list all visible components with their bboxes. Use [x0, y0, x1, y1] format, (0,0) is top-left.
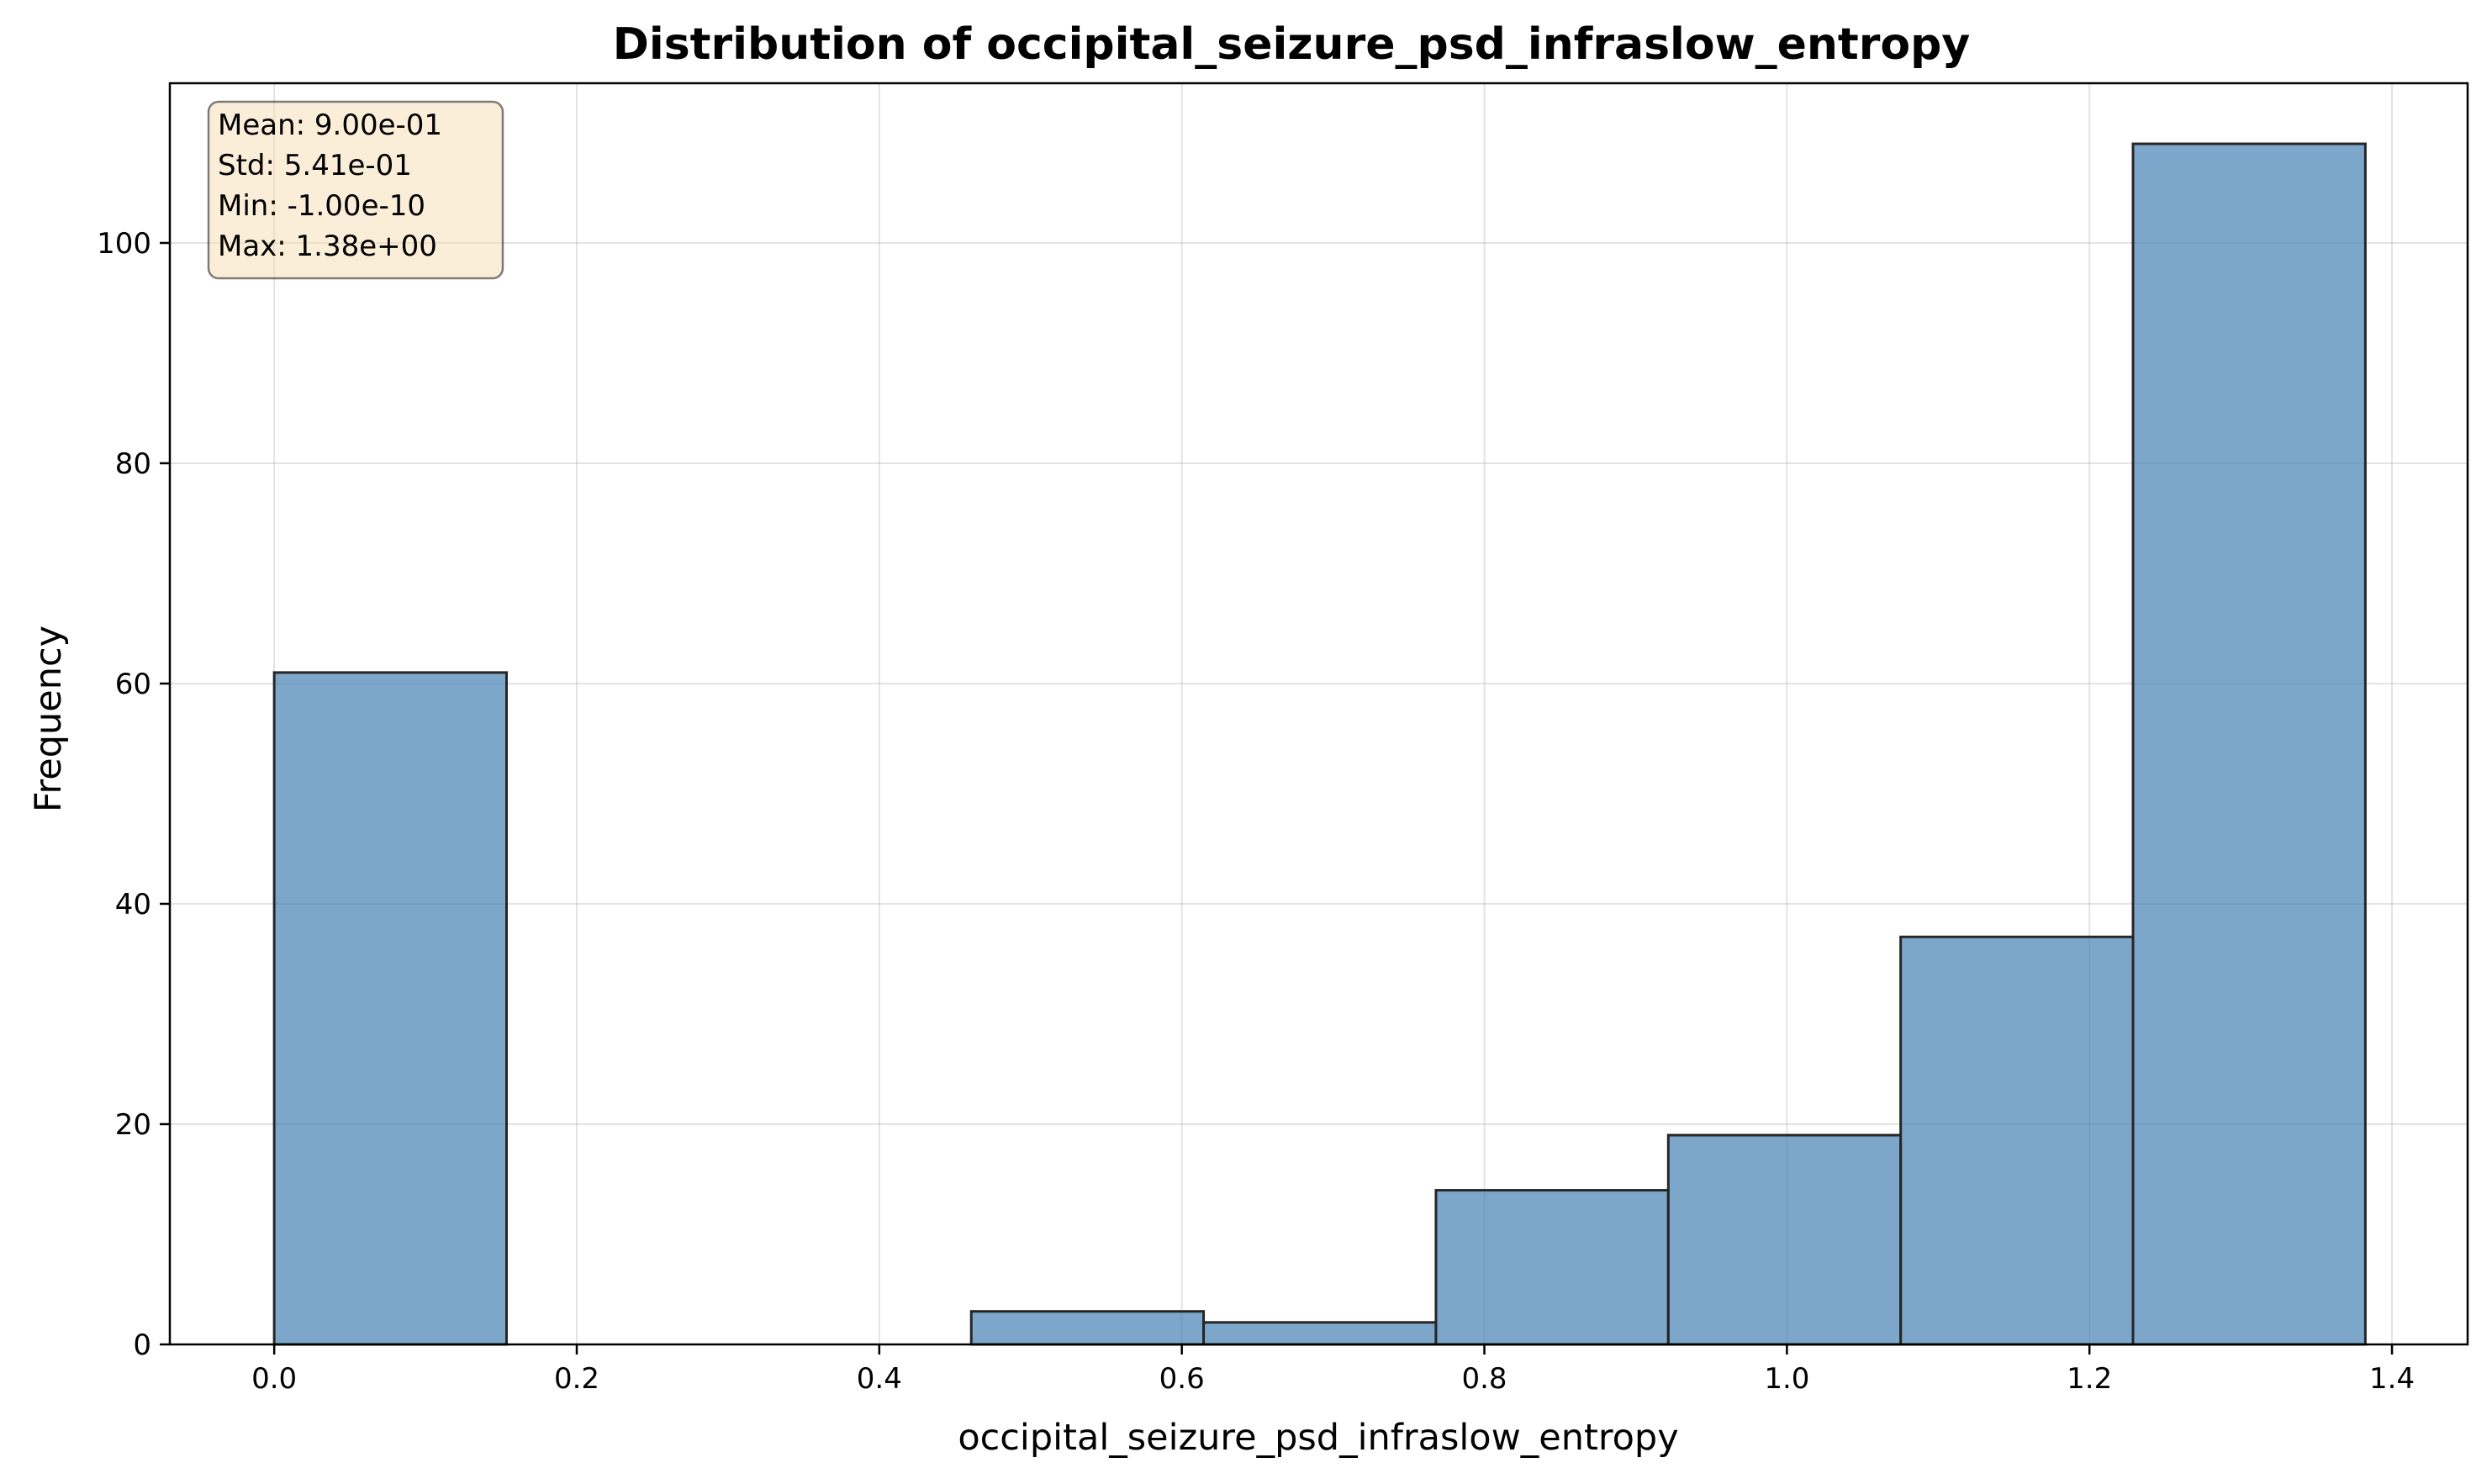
y-tick-label: 80 — [115, 447, 151, 481]
stats-max: Max: 1.38e+00 — [218, 230, 437, 263]
stats-min: Min: -1.00e-10 — [218, 189, 425, 223]
histogram-bar — [2131, 142, 2367, 1346]
histogram-bar — [272, 671, 509, 1346]
histogram-bar — [1899, 935, 2135, 1346]
y-tick-label: 0 — [133, 1328, 151, 1362]
x-tick-label: 1.0 — [1764, 1362, 1809, 1396]
stats-mean: Mean: 9.00e-01 — [218, 108, 442, 142]
y-tick-label: 100 — [97, 227, 151, 261]
histogram-bars — [272, 142, 2367, 1346]
y-tick-label: 60 — [115, 668, 151, 701]
y-axis-label: Frequency — [28, 626, 70, 812]
stats-box: Mean: 9.00e-01 Std: 5.41e-01 Min: -1.00e… — [207, 100, 504, 280]
x-tick-label: 1.2 — [2067, 1362, 2112, 1396]
y-axis-ticks: 0 20 40 60 80 100 — [97, 227, 170, 1362]
stats-std: Std: 5.41e-01 — [218, 149, 412, 182]
plot-frame — [168, 82, 2469, 1346]
histogram-bar — [1666, 1133, 1903, 1346]
y-tick-label: 40 — [115, 888, 151, 922]
stats-box-background — [207, 100, 504, 280]
x-axis-ticks: 0.0 0.2 0.4 0.6 0.8 1.0 1.2 1.4 — [251, 1344, 2415, 1396]
y-tick-label: 20 — [115, 1108, 151, 1142]
x-axis-label: occipital_seizure_psd_infraslow_entropy — [958, 1417, 1678, 1459]
histogram-bar — [1202, 1321, 1438, 1346]
x-tick-label: 1.4 — [2369, 1362, 2415, 1396]
x-tick-label: 0.4 — [857, 1362, 902, 1396]
x-tick-label: 0.0 — [251, 1362, 297, 1396]
x-tick-label: 0.2 — [554, 1362, 599, 1396]
chart-title: Distribution of occipital_seizure_psd_in… — [613, 19, 1971, 70]
x-tick-label: 0.6 — [1159, 1362, 1205, 1396]
x-tick-label: 0.8 — [1461, 1362, 1507, 1396]
histogram-bar — [969, 1310, 1206, 1346]
histogram-bar — [1434, 1189, 1670, 1346]
